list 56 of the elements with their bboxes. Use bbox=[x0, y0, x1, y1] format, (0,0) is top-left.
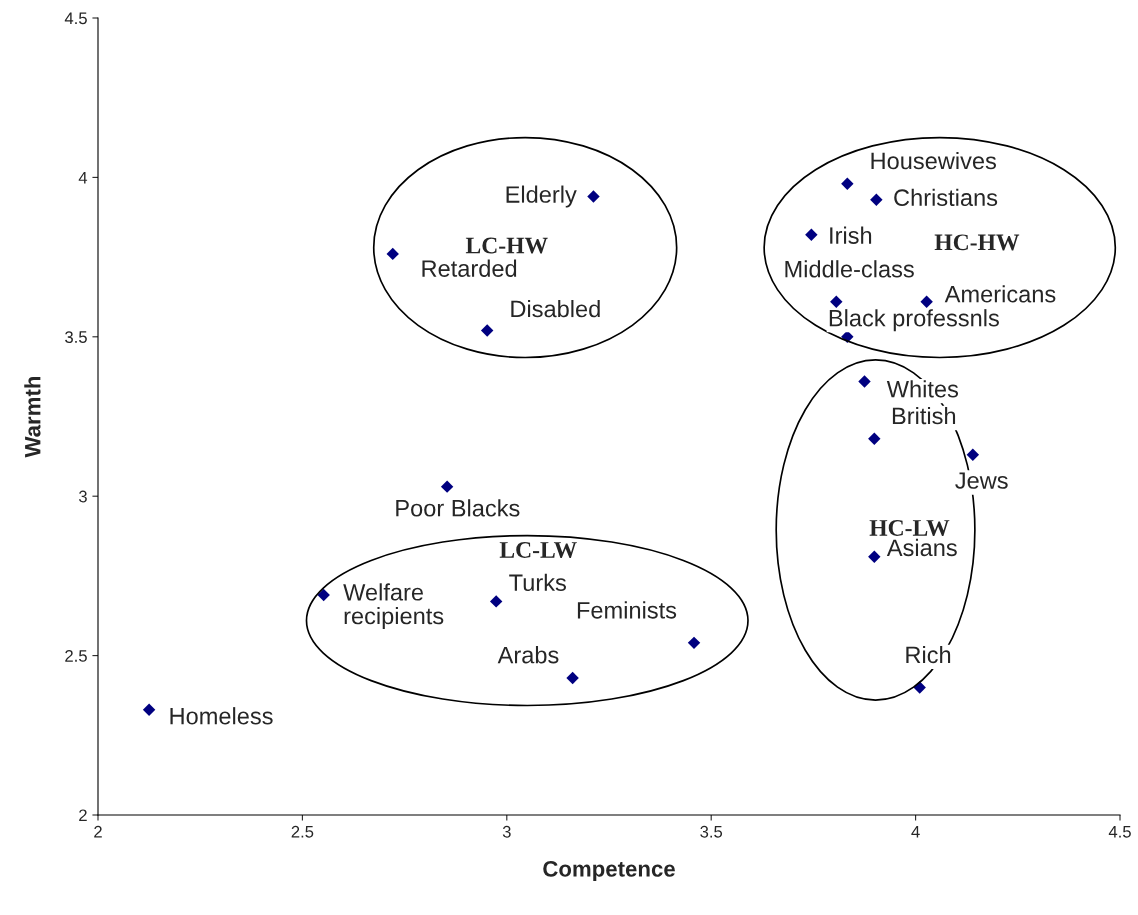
point bbox=[868, 550, 881, 563]
point bbox=[687, 636, 701, 650]
point bbox=[805, 228, 818, 241]
annotation: Disabled bbox=[511, 299, 600, 318]
annotation: Housewives bbox=[871, 151, 996, 170]
x-tick-label: 4.5 bbox=[1108, 826, 1131, 838]
y-tick-label: 4.5 bbox=[64, 12, 87, 25]
point bbox=[386, 247, 399, 261]
annotation: Arabs bbox=[497, 646, 559, 664]
point bbox=[587, 190, 600, 203]
x-tick-label: 3 bbox=[502, 825, 511, 838]
annotation: Whites bbox=[886, 380, 959, 398]
annotation: HC-LW bbox=[869, 520, 950, 537]
x-tick-label: 2.5 bbox=[291, 825, 314, 838]
annotation: LC-HW bbox=[465, 237, 548, 254]
annotation: Asians bbox=[886, 538, 957, 557]
annotation: HC-HW bbox=[934, 234, 1020, 251]
point bbox=[868, 432, 881, 446]
annotation: Feminists bbox=[577, 601, 677, 619]
point bbox=[920, 295, 933, 308]
y-tick-label: 2 bbox=[79, 809, 87, 822]
x-axis-title: Competence bbox=[543, 860, 675, 882]
x-tick-label: 4 bbox=[911, 826, 920, 838]
point bbox=[966, 448, 980, 461]
point bbox=[830, 295, 843, 308]
x-tick-label: 3.5 bbox=[700, 825, 723, 838]
annotation: Rich bbox=[906, 645, 951, 664]
point bbox=[870, 193, 883, 206]
point bbox=[480, 324, 494, 337]
annotation: Retarded bbox=[422, 259, 517, 277]
y-tick-label: 2.5 bbox=[65, 650, 87, 662]
annotation: Welfare recipients bbox=[343, 583, 444, 629]
x-tick-label: 2 bbox=[94, 825, 102, 838]
point bbox=[142, 703, 156, 717]
annotation: Turks bbox=[509, 573, 566, 592]
y-axis-title: Warmth bbox=[24, 376, 41, 458]
annotation: Homeless bbox=[170, 707, 273, 725]
point bbox=[440, 480, 454, 493]
annotation: Black professnls bbox=[829, 309, 999, 332]
y-tick-label: 3.5 bbox=[65, 331, 87, 343]
point bbox=[858, 375, 871, 388]
annotation: Jews bbox=[955, 472, 1008, 489]
annotation: Irish bbox=[830, 226, 872, 244]
annotation: British bbox=[892, 406, 956, 425]
y-tick-label: 3 bbox=[78, 490, 87, 503]
annotation: Poor Blacks bbox=[396, 499, 520, 517]
point bbox=[841, 177, 854, 190]
annotation: Americans bbox=[944, 285, 1056, 303]
annotation: Christians bbox=[894, 188, 998, 207]
point bbox=[317, 588, 330, 602]
point bbox=[566, 671, 579, 685]
y-tick-label: 4 bbox=[78, 171, 88, 184]
annotation: Elderly bbox=[506, 185, 577, 208]
annotation: Middle-class bbox=[785, 260, 914, 278]
point bbox=[489, 595, 503, 608]
annotation: LC-LW bbox=[499, 542, 577, 559]
